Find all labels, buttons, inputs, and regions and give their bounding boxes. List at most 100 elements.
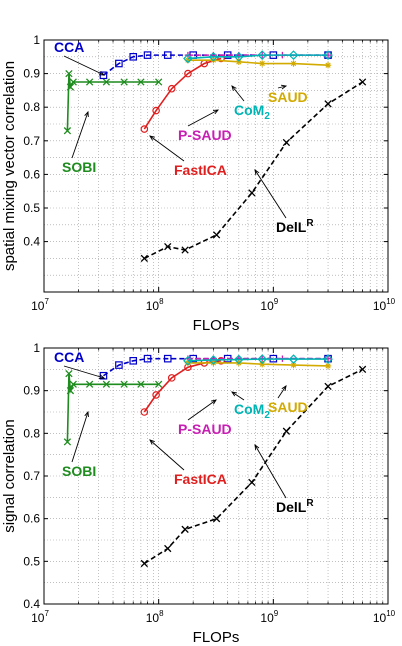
annotation-arrow [231, 85, 245, 102]
data-point [163, 51, 172, 59]
data-point [184, 359, 192, 367]
data-point [85, 380, 94, 388]
data-point [212, 515, 221, 523]
data-point [129, 357, 138, 365]
series-com2 [183, 354, 333, 366]
data-point [140, 559, 148, 568]
data-point [152, 391, 160, 399]
annotation-label: FastICA [174, 162, 227, 178]
series-line [143, 81, 363, 260]
annotation-label: SOBI [62, 463, 96, 479]
data-point [85, 78, 94, 86]
data-point [66, 387, 75, 395]
data-point [290, 60, 297, 67]
chart-panel-1: 0.4 0.5 0.6 0.7 0.8 0.9 1 107 108 109 1010 FLOPs spa… [1, 33, 396, 334]
annotation-p-saud: P-SAUD [178, 399, 232, 437]
data-point [155, 78, 163, 86]
annotation-arrow [231, 391, 245, 401]
annotation-saud: SAUD [268, 385, 308, 415]
annotation-com2: CoM2 [231, 85, 270, 122]
annotation-arrow [149, 439, 185, 471]
annotation-cca: CCA [54, 39, 106, 76]
data-point [210, 359, 217, 367]
data-point [115, 361, 123, 369]
data-point [140, 408, 149, 416]
series-fastica [140, 54, 225, 133]
annotation-label: FastICA [174, 471, 227, 487]
x-tick-label: 109 [260, 297, 278, 313]
x-tick-label: 1010 [373, 609, 396, 625]
annotation-dellr: DelLR [254, 444, 314, 515]
annotation-arrowhead [254, 169, 260, 176]
data-point [358, 78, 367, 86]
data-point [129, 52, 138, 61]
annotation-arrow [187, 399, 217, 421]
data-point [164, 544, 172, 553]
data-point [183, 53, 193, 64]
data-point [288, 354, 299, 364]
data-point [140, 125, 149, 133]
annotation-arrowhead [231, 85, 237, 91]
x-tick-label: 1010 [373, 297, 396, 313]
annotation-p-saud: P-SAUD [178, 109, 232, 143]
annotation-saud: SAUD [268, 84, 308, 105]
annotation-sobi: SOBI [62, 110, 96, 175]
annotation-arrow [254, 444, 287, 499]
data-point [63, 127, 72, 135]
data-point [324, 62, 332, 69]
series-line [187, 59, 329, 66]
series-dellr [140, 365, 367, 568]
annotation-label: SOBI [62, 159, 96, 175]
annotation-arrowhead [231, 391, 237, 397]
data-point [143, 354, 152, 363]
annotation-label: CCA [54, 39, 84, 55]
annotation-arrow [187, 109, 219, 127]
data-point [248, 189, 256, 197]
y-axis-label: spatial mixing vector correlation [1, 61, 18, 271]
data-point [137, 380, 145, 388]
data-point [63, 438, 72, 446]
plot-frame [43, 39, 389, 293]
data-point [120, 78, 128, 86]
data-point [65, 369, 73, 378]
data-point [167, 374, 176, 382]
y-tick-label: 0.6 [23, 512, 40, 526]
x-tick-label: 108 [146, 297, 164, 313]
data-point [137, 78, 145, 86]
y-axis-label: signal correlation [1, 419, 18, 532]
y-tick-label: 0.9 [23, 384, 40, 398]
series-line [103, 357, 329, 377]
data-point [69, 380, 77, 388]
x-tick-label: 107 [31, 297, 49, 313]
data-point [288, 50, 299, 60]
annotation-arrow [277, 85, 287, 89]
grid [44, 348, 388, 604]
data-point [181, 525, 189, 533]
y-tick-label: 0.5 [23, 554, 40, 568]
y-tick-label: 0.7 [23, 469, 40, 483]
annotation-label: SAUD [268, 399, 308, 415]
annotation-com2: CoM2 [231, 391, 270, 421]
data-point [259, 361, 266, 368]
annotation-arrow [149, 135, 185, 162]
series-com2 [183, 50, 333, 64]
data-point [181, 246, 189, 254]
annotation-arrow [71, 411, 89, 463]
x-axis-label: FLOPs [193, 629, 240, 646]
data-point [259, 60, 266, 67]
data-point [143, 51, 152, 59]
data-point [324, 100, 332, 108]
annotation-arrowhead [84, 110, 89, 118]
data-point [99, 371, 108, 380]
data-point [208, 355, 219, 365]
annotation-arrow [277, 385, 287, 399]
annotation-arrowhead [98, 374, 106, 379]
data-point [323, 50, 333, 60]
series-sobi [63, 369, 163, 446]
data-point [152, 106, 160, 115]
data-point [358, 365, 367, 373]
series-dellr [140, 78, 367, 263]
data-point [115, 59, 123, 68]
data-point [69, 78, 77, 86]
